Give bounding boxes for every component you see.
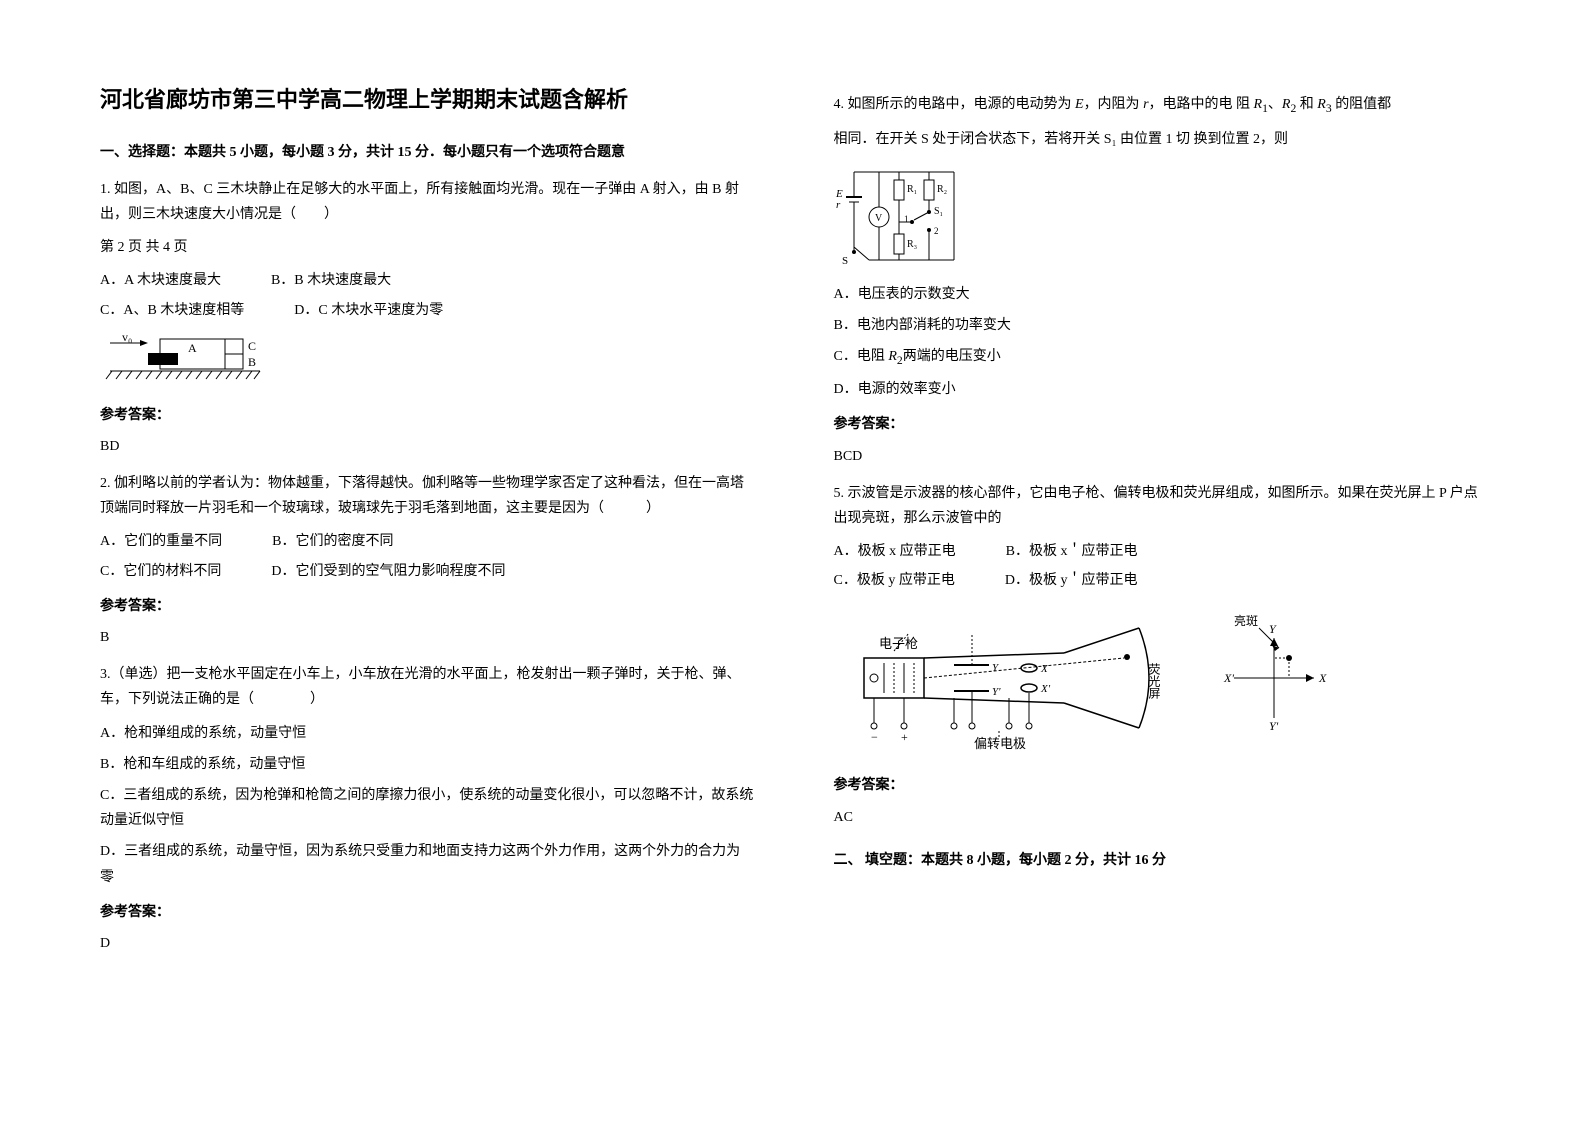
q5-optA: A．极板 x 应带正电 xyxy=(834,539,956,564)
svg-text:−: − xyxy=(871,730,878,744)
svg-text:v₀: v₀ xyxy=(122,333,132,344)
q1-optB: B．B 木块速度最大 xyxy=(271,268,391,293)
svg-text:Y: Y xyxy=(1269,622,1277,636)
q4-answer: BCD xyxy=(834,444,1488,469)
q1-answer: BD xyxy=(100,434,754,459)
q1-text: 1. 如图，A、B、C 三木块静止在足够大的水平面上，所有接触面均光滑。现在一子… xyxy=(100,177,754,227)
q4-optB: B．电池内部消耗的功率变大 xyxy=(834,313,1488,338)
svg-text:R₁: R₁ xyxy=(907,184,917,195)
q3-answer: D xyxy=(100,931,754,956)
q5-text: 5. 示波管是示波器的核心部件，它由电子枪、偏转电极和荧光屏组成，如图所示。如果… xyxy=(834,481,1488,531)
svg-text:+: + xyxy=(901,730,908,744)
svg-text:荧光屏: 荧光屏 xyxy=(1147,663,1161,700)
question-2: 2. 伽利略以前的学者认为：物体越重，下落得越快。伽利略等一些物理学家否定了这种… xyxy=(100,471,754,650)
page-info: 第 2 页 共 4 页 xyxy=(100,235,754,260)
q3-optB: B．枪和车组成的系统，动量守恒 xyxy=(100,752,754,777)
q5-answer: AC xyxy=(834,805,1488,830)
page-title: 河北省廊坊市第三中学高二物理上学期期末试题含解析 xyxy=(100,80,754,120)
q3-optD: D．三者组成的系统，动量守恒，因为系统只受重力和地面支持力这两个外力作用，这两个… xyxy=(100,839,754,889)
q4-optD: D．电源的效率变小 xyxy=(834,377,1488,402)
q2-text: 2. 伽利略以前的学者认为：物体越重，下落得越快。伽利略等一些物理学家否定了这种… xyxy=(100,471,754,521)
q5-optD: D．极板 y＇应带正电 xyxy=(1005,568,1138,593)
q5-optB: B．极板 x＇应带正电 xyxy=(1006,539,1138,564)
svg-text:偏转电极: 偏转电极 xyxy=(974,736,1026,751)
q4-optC: C．电阻 R2两端的电压变小 xyxy=(834,344,1488,371)
q2-optB: B．它们的密度不同 xyxy=(272,529,393,554)
svg-text:B: B xyxy=(248,355,256,369)
q5-figure: 电子枪 − + Y Y' xyxy=(834,603,1488,763)
q3-text: 3.（单选）把一支枪水平固定在小车上，小车放在光滑的水平面上，枪发射出一颗子弹时… xyxy=(100,662,754,712)
svg-text:亮斑: 亮斑 xyxy=(1234,613,1258,628)
svg-text:A: A xyxy=(188,341,197,355)
q2-optC: C．它们的材料不同 xyxy=(100,559,221,584)
q4-answer-label: 参考答案： xyxy=(834,412,1488,437)
q1-optC: C．A、B 木块速度相等 xyxy=(100,298,244,323)
section1-header: 一、选择题：本题共 5 小题，每小题 3 分，共计 15 分．每小题只有一个选项… xyxy=(100,140,754,165)
q4-figure: E r S R₁ V R₂ xyxy=(834,162,1488,272)
q1-optD: D．C 木块水平速度为零 xyxy=(294,298,443,323)
svg-text:X: X xyxy=(1040,663,1049,675)
q4-optA: A．电压表的示数变大 xyxy=(834,282,1488,307)
q3-optA: A．枪和弹组成的系统，动量守恒 xyxy=(100,721,754,746)
q3-answer-label: 参考答案： xyxy=(100,900,754,925)
q5-optC: C．极板 y 应带正电 xyxy=(834,568,955,593)
svg-text:电子枪: 电子枪 xyxy=(879,636,918,651)
svg-text:S₁: S₁ xyxy=(934,206,943,217)
svg-text:X': X' xyxy=(1040,683,1051,695)
svg-text:Y': Y' xyxy=(1269,719,1279,733)
q2-answer: B xyxy=(100,625,754,650)
svg-text:r: r xyxy=(836,199,841,211)
svg-text:R₂: R₂ xyxy=(937,184,947,195)
q1-answer-label: 参考答案： xyxy=(100,403,754,428)
q3-optC: C．三者组成的系统，因为枪弹和枪筒之间的摩擦力很小，使系统的动量变化很小，可以忽… xyxy=(100,783,754,833)
q1-figure: v₀ A C B xyxy=(100,333,754,393)
svg-text:V: V xyxy=(875,213,883,224)
svg-text:C: C xyxy=(248,339,256,353)
question-1: 1. 如图，A、B、C 三木块静止在足够大的水平面上，所有接触面均光滑。现在一子… xyxy=(100,177,754,459)
svg-text:S: S xyxy=(842,255,848,267)
svg-text:Y': Y' xyxy=(992,686,1001,698)
q1-optA: A．A 木块速度最大 xyxy=(100,268,221,293)
q5-answer-label: 参考答案： xyxy=(834,773,1488,798)
svg-text:R₃: R₃ xyxy=(907,239,917,250)
svg-text:X: X xyxy=(1318,671,1327,685)
svg-text:2: 2 xyxy=(934,226,939,236)
q2-answer-label: 参考答案： xyxy=(100,594,754,619)
question-5: 5. 示波管是示波器的核心部件，它由电子枪、偏转电极和荧光屏组成，如图所示。如果… xyxy=(834,481,1488,830)
q4-text: 4. 如图所示的电路中，电源的电动势为 E，内阻为 r，电路中的电 阻 R1、R… xyxy=(834,92,1488,119)
svg-text:Y: Y xyxy=(992,662,1000,674)
svg-text:X': X' xyxy=(1223,671,1234,685)
q2-optD: D．它们受到的空气阻力影响程度不同 xyxy=(271,559,505,584)
q4-text-line2: 相同．在开关 S 处于闭合状态下，若将开关 S₁ 由位置 1 切 换到位置 2，… xyxy=(834,127,1488,152)
q2-optA: A．它们的重量不同 xyxy=(100,529,222,554)
question-3: 3.（单选）把一支枪水平固定在小车上，小车放在光滑的水平面上，枪发射出一颗子弹时… xyxy=(100,662,754,956)
section2-header: 二、 填空题：本题共 8 小题，每小题 2 分，共计 16 分 xyxy=(834,848,1488,873)
question-4: 4. 如图所示的电路中，电源的电动势为 E，内阻为 r，电路中的电 阻 R1、R… xyxy=(834,92,1488,469)
